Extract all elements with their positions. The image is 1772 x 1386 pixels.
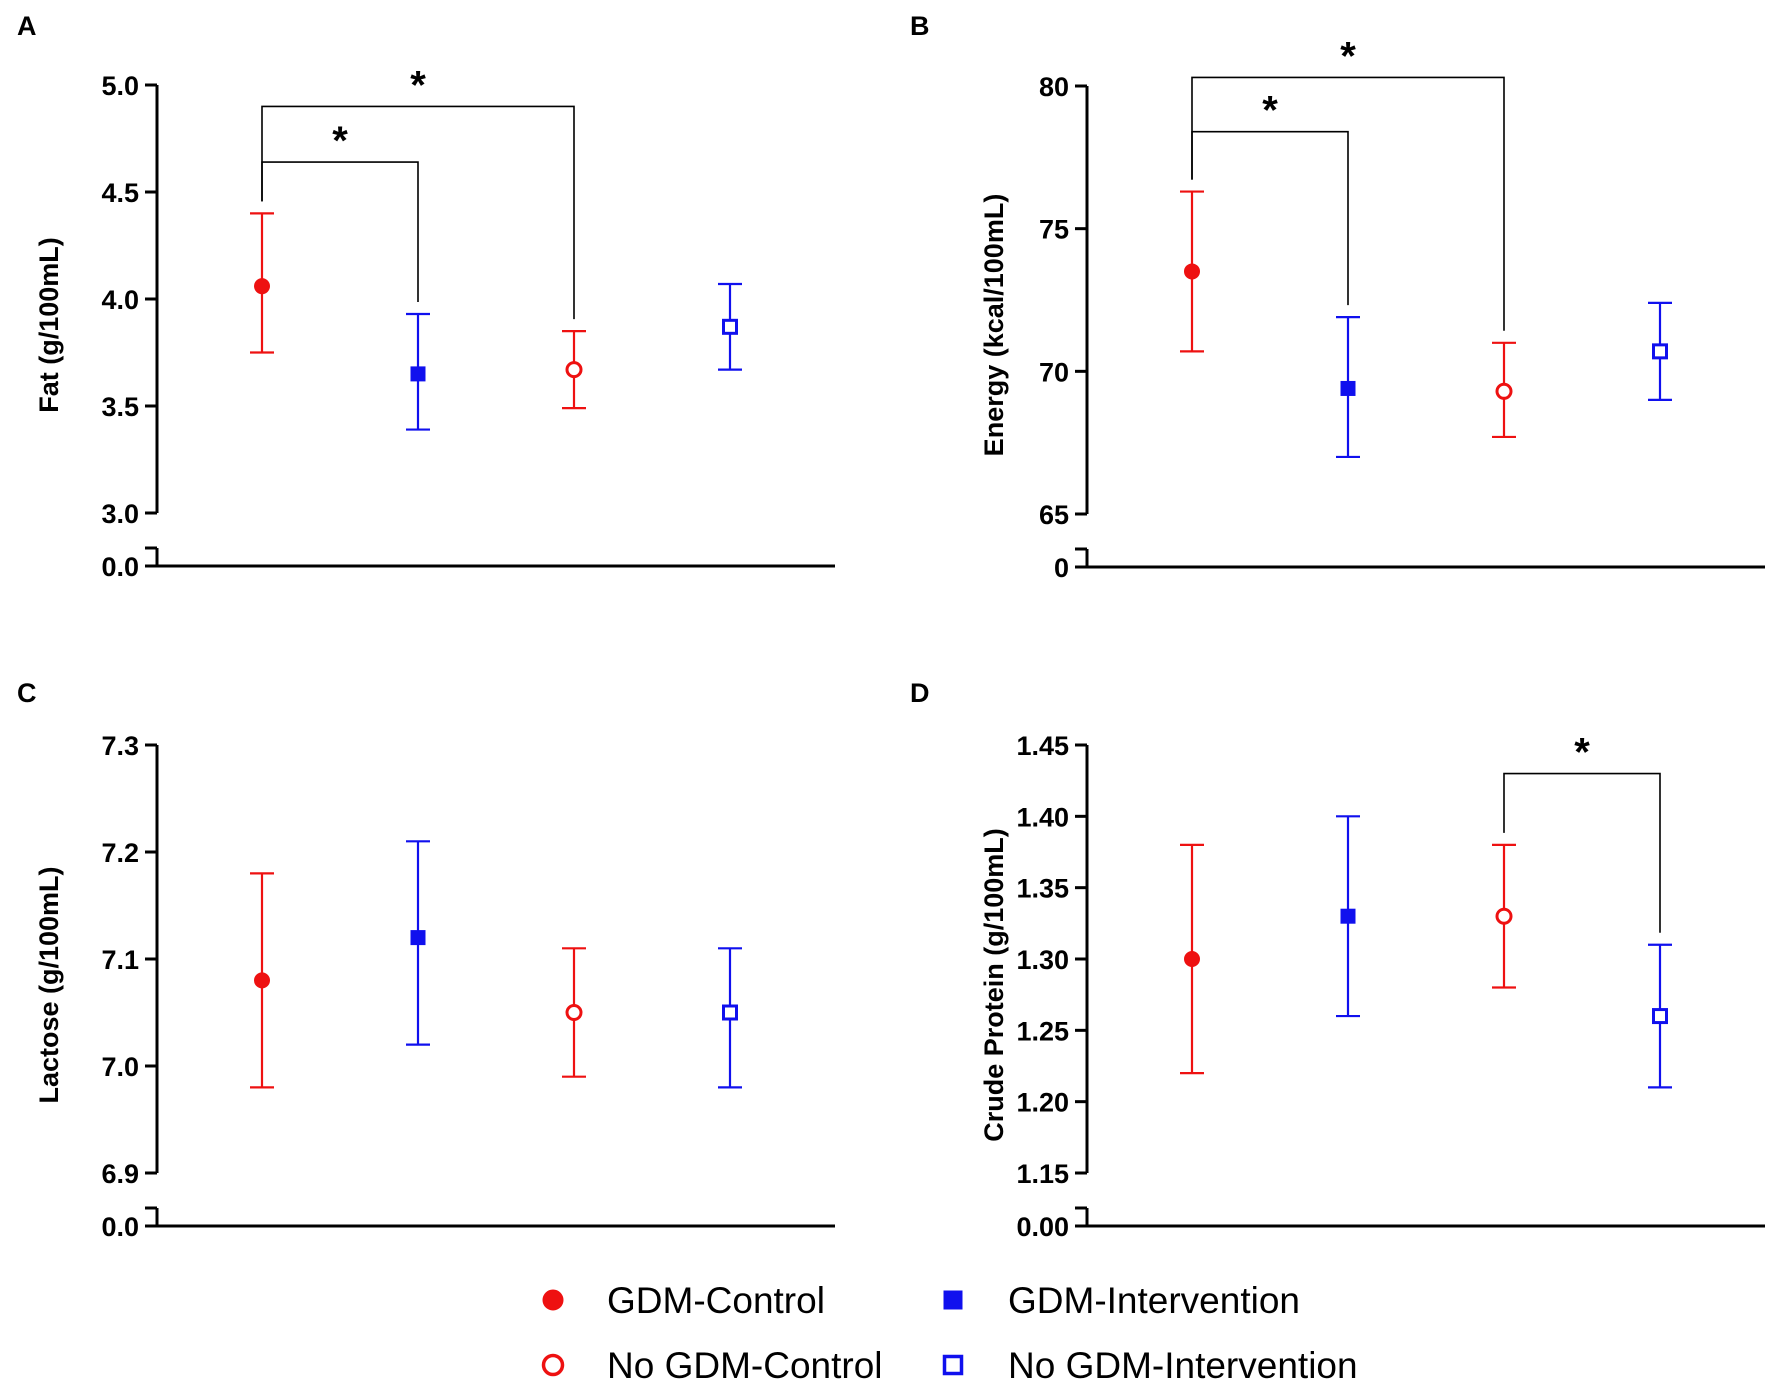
- panel-letter: C: [17, 678, 37, 708]
- y-tick-label: 65: [1039, 500, 1069, 530]
- data-point-gdm-control: [254, 972, 270, 989]
- y-tick-label: 4.5: [101, 178, 139, 208]
- legend-item: GDM-Control: [542, 1280, 825, 1321]
- data-point-gdm-control: [1184, 263, 1200, 280]
- data-point-gdm-intervention: [1340, 380, 1356, 396]
- legend-marker: [542, 1289, 564, 1311]
- significance-star: *: [1262, 89, 1278, 133]
- y-tick-label: 3.5: [101, 392, 139, 422]
- data-point-no-gdm-control: [1495, 382, 1513, 400]
- significance-star: *: [1340, 34, 1356, 78]
- y-tick-label: 0.0: [101, 1212, 139, 1242]
- y-tick-label: 1.15: [1016, 1159, 1069, 1189]
- legend-label: No GDM-Intervention: [1008, 1345, 1358, 1386]
- y-tick-label: 1.25: [1016, 1016, 1069, 1046]
- y-tick-label: 0: [1054, 553, 1069, 583]
- panel-letter: B: [910, 11, 930, 41]
- data-point-no-gdm-control: [1495, 907, 1513, 925]
- panels: A 0.0 3.0 3.5 4.0 4.5 5.0 Fat (g/100mL) * * B 0 65 70…: [17, 11, 1765, 1242]
- data-point-no-gdm-intervention: [1652, 1008, 1668, 1025]
- y-tick-label: 1.30: [1016, 945, 1069, 975]
- legend-marker: [942, 1354, 964, 1376]
- y-tick-label: 1.20: [1016, 1088, 1069, 1118]
- significance-bracket: *: [261, 119, 419, 302]
- y-tick-label: 1.40: [1016, 802, 1069, 832]
- data-point-no-gdm-control: [565, 1004, 583, 1021]
- data-point-no-gdm-intervention: [722, 318, 738, 335]
- y-tick-label: 75: [1039, 215, 1069, 245]
- y-tick-label: 5.0: [101, 71, 139, 101]
- data-point-gdm-intervention: [410, 930, 426, 946]
- bracket-line: [1191, 76, 1505, 331]
- significance-bracket: *: [1191, 34, 1505, 331]
- significance-star: *: [1574, 731, 1590, 775]
- legend-marker: [943, 1290, 963, 1310]
- bracket-line: [261, 105, 575, 320]
- data-point-gdm-control: [254, 278, 270, 295]
- legend: GDM-Control GDM-Intervention No GDM-Contro…: [541, 1280, 1358, 1386]
- y-axis-title: Crude Protein (g/100mL): [979, 828, 1009, 1142]
- y-tick-label: 3.0: [101, 499, 139, 529]
- y-tick-label: 80: [1039, 72, 1069, 102]
- panel-b: B 0 65 70 75 80 Energy (kcal/100mL) * *: [910, 11, 1765, 583]
- y-tick-label: 7.2: [101, 838, 139, 868]
- significance-star: *: [410, 63, 426, 107]
- y-tick-label: 1.35: [1016, 874, 1069, 904]
- bracket-line: [1503, 772, 1661, 933]
- data-point-no-gdm-control: [565, 361, 583, 379]
- significance-star: *: [332, 119, 348, 163]
- y-axis-title: Energy (kcal/100mL): [979, 194, 1009, 457]
- legend-item: No GDM-Control: [541, 1345, 883, 1386]
- data-point-gdm-intervention: [1340, 908, 1356, 924]
- legend-label: No GDM-Control: [607, 1345, 883, 1386]
- y-tick-label: 7.0: [101, 1052, 139, 1082]
- bracket-line: [261, 161, 419, 302]
- significance-bracket: *: [1191, 89, 1349, 306]
- significance-bracket: *: [261, 63, 575, 320]
- legend-item: No GDM-Intervention: [942, 1345, 1358, 1386]
- panel-letter: A: [17, 11, 37, 41]
- y-tick-label: 1.45: [1016, 731, 1069, 761]
- panel-letter: D: [910, 678, 930, 708]
- data-point-gdm-control: [1184, 951, 1200, 967]
- y-tick-label: 70: [1039, 357, 1069, 387]
- legend-label: GDM-Control: [607, 1280, 825, 1321]
- y-tick-label: 0.0: [101, 552, 139, 582]
- data-point-no-gdm-intervention: [722, 1004, 738, 1021]
- y-axis-title: Fat (g/100mL): [34, 237, 64, 413]
- y-axis-title: Lactose (g/100mL): [34, 866, 64, 1103]
- legend-marker: [541, 1353, 565, 1377]
- y-tick-label: 4.0: [101, 285, 139, 315]
- y-tick-label: 7.3: [101, 731, 139, 761]
- y-tick-label: 7.1: [101, 945, 139, 975]
- bracket-line: [1191, 130, 1349, 306]
- panel-c: C 0.0 6.9 7.0 7.1 7.2 7.3 Lactose (g/100mL): [17, 678, 835, 1242]
- panel-a: A 0.0 3.0 3.5 4.0 4.5 5.0 Fat (g/100mL) * *: [17, 11, 835, 582]
- y-tick-label: 6.9: [101, 1159, 139, 1189]
- y-tick-label: 0.00: [1016, 1212, 1069, 1242]
- panel-d: D 0.00 1.15 1.20 1.25 1.30 1.35 1.40 1.45 Crude P…: [910, 678, 1765, 1242]
- significance-bracket: *: [1503, 731, 1661, 933]
- legend-label: GDM-Intervention: [1008, 1280, 1300, 1321]
- legend-item: GDM-Intervention: [943, 1280, 1300, 1321]
- data-point-no-gdm-intervention: [1652, 343, 1668, 360]
- data-point-gdm-intervention: [410, 366, 426, 382]
